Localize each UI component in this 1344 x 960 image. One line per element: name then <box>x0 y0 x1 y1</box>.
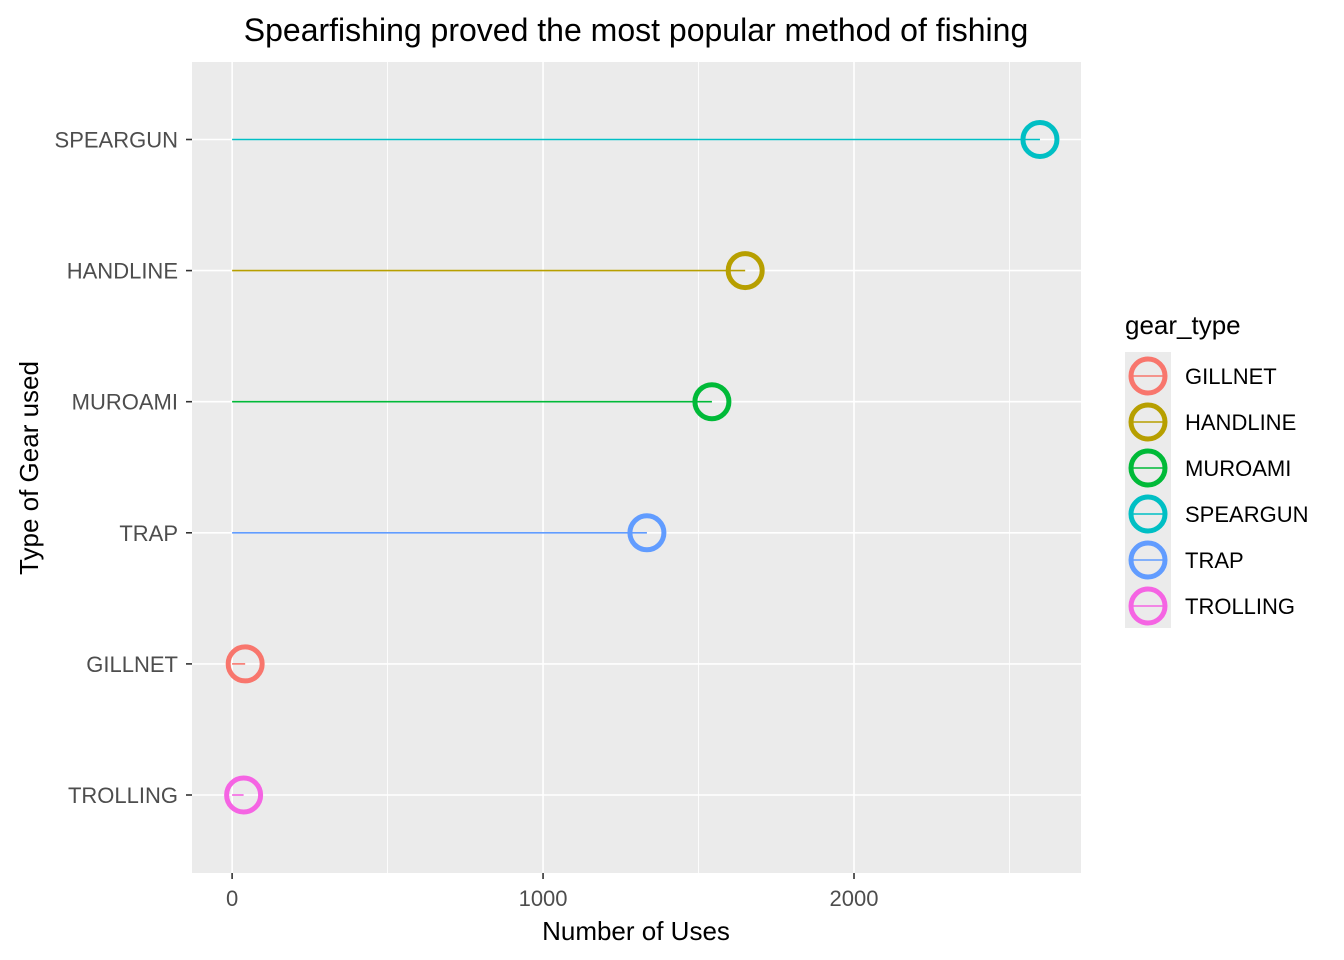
lollipop-point <box>627 513 667 553</box>
lollipop-point <box>692 382 732 422</box>
lollipop-point <box>224 775 264 815</box>
legend-label: TROLLING <box>1185 594 1295 619</box>
legend-key-circle <box>1128 540 1168 580</box>
legend-title: gear_type <box>1125 310 1241 340</box>
legend-key-circle <box>1128 494 1168 534</box>
lollipop-point <box>225 644 265 684</box>
y-axis-title: Type of Gear used <box>14 361 44 575</box>
legend-key-circle <box>1128 356 1168 396</box>
y-tick-label: MUROAMI <box>72 390 178 415</box>
lollipop-point <box>725 251 765 291</box>
plot-panel <box>192 62 1081 873</box>
legend-key-circle <box>1128 586 1168 626</box>
x-tick-label: 0 <box>226 886 238 911</box>
legend-label: TRAP <box>1185 548 1244 573</box>
lollipop-point <box>1020 120 1060 159</box>
legend-label: HANDLINE <box>1185 410 1296 435</box>
legend-label: SPEARGUN <box>1185 502 1308 527</box>
data-marks <box>224 120 1060 815</box>
legend-label: GILLNET <box>1185 364 1277 389</box>
x-tick-label: 2000 <box>830 886 879 911</box>
y-tick-label: TRAP <box>119 521 178 546</box>
y-tick-label: TROLLING <box>68 783 178 808</box>
legend: gear_type GILLNET HANDLINE MUROAMI SPEARGUN… <box>1125 310 1308 628</box>
x-axis-title: Number of Uses <box>542 916 730 946</box>
chart-title: Spearfishing proved the most popular met… <box>244 12 1028 48</box>
legend-label: MUROAMI <box>1185 456 1291 481</box>
legend-key-background <box>1125 352 1171 628</box>
y-tick-label: SPEARGUN <box>55 128 178 153</box>
y-tick-label: GILLNET <box>86 652 178 677</box>
legend-key-circle <box>1128 402 1168 442</box>
y-tick-label: HANDLINE <box>67 259 178 284</box>
x-tick-label: 1000 <box>519 886 568 911</box>
axes: 0 1000 2000 TROLLING GILLNET TRAP MUROAMI HANDL… <box>55 128 879 912</box>
legend-key-circle <box>1128 448 1168 488</box>
